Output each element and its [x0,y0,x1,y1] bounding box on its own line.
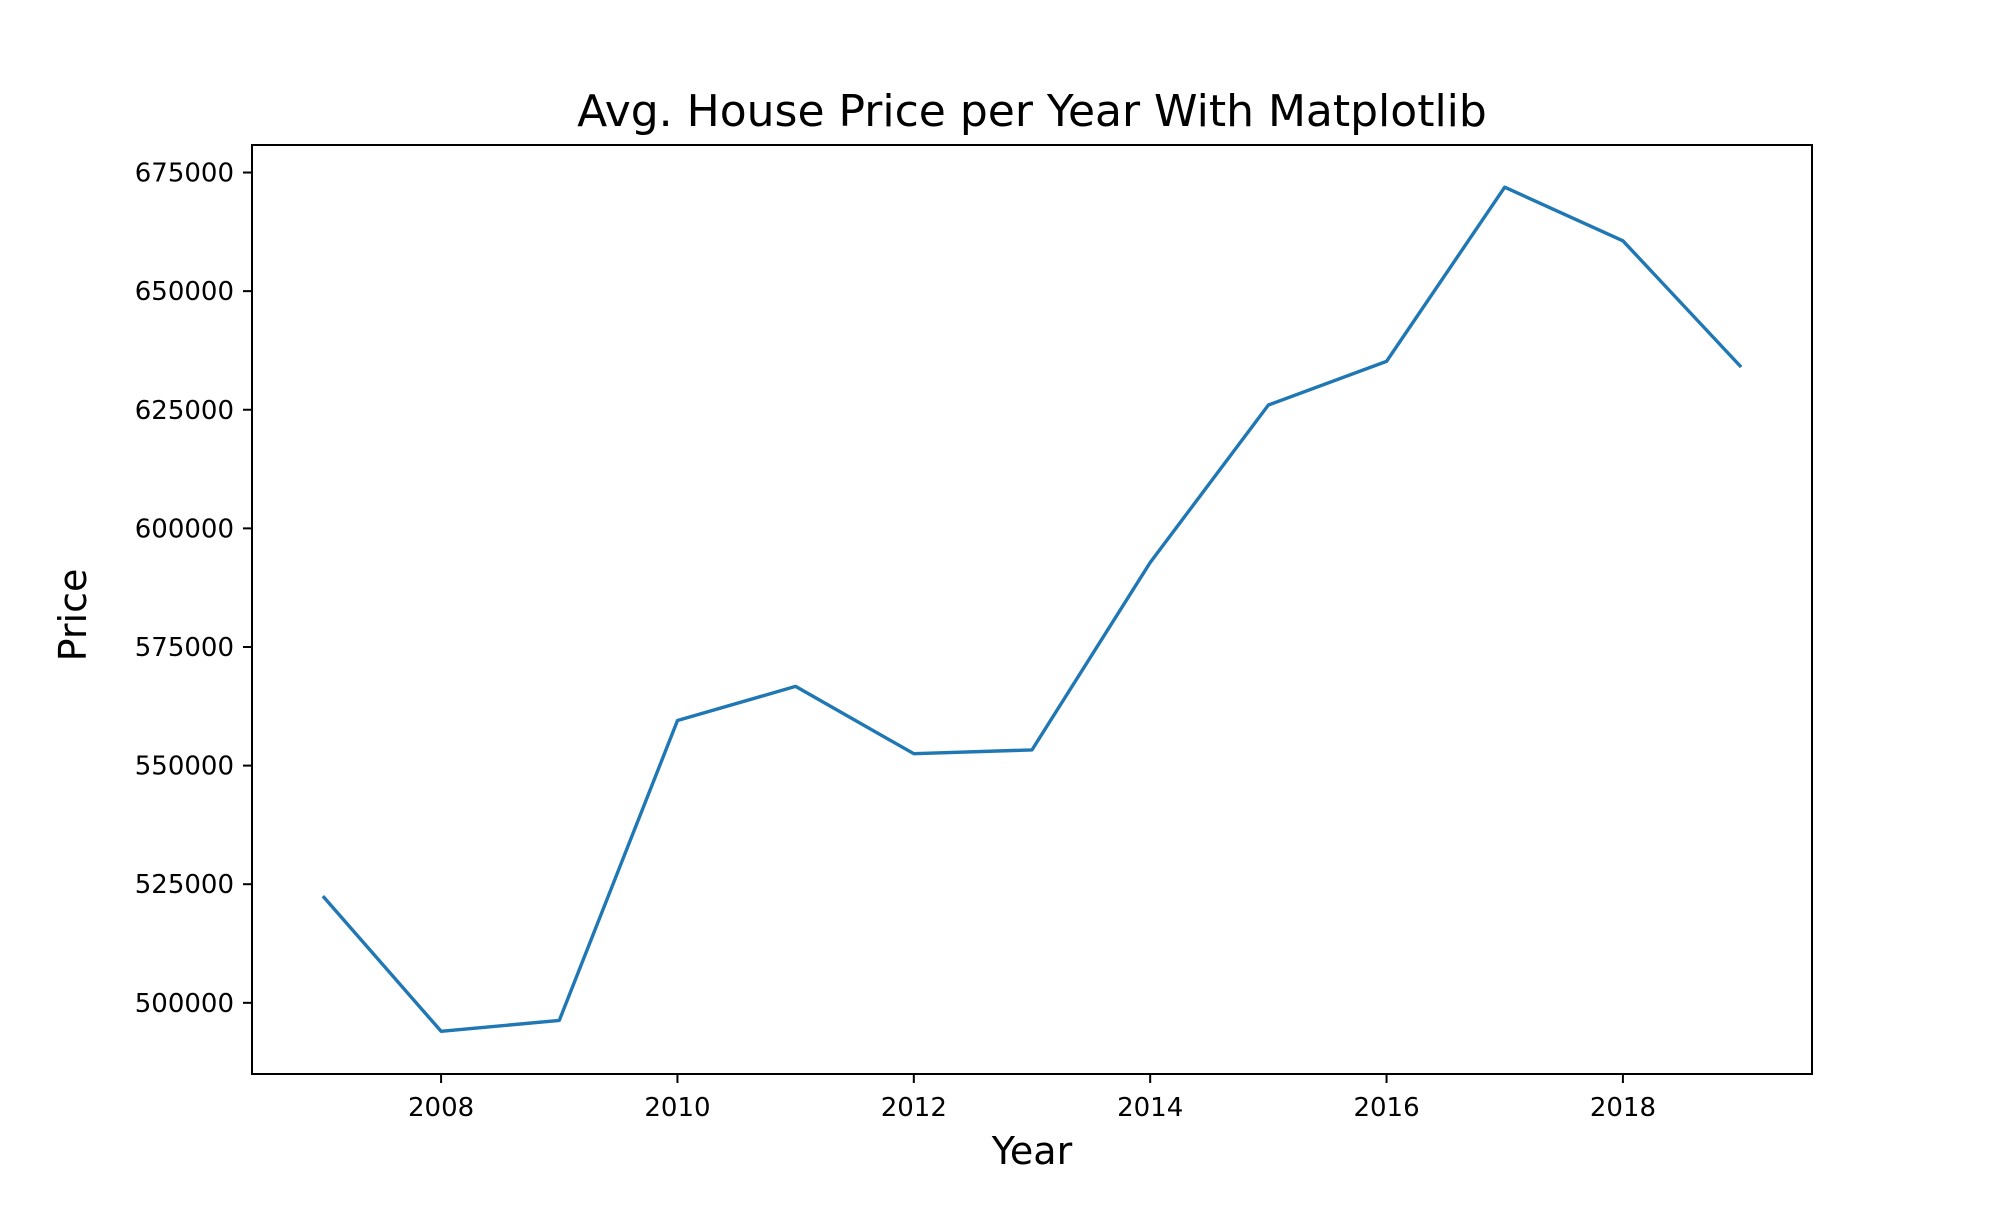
x-tick-label: 2008 [408,1093,474,1123]
y-tick-label: 600000 [135,514,234,544]
price-series-line [321,185,1743,1034]
y-axis-ticks: 500000 525000 550000 575000 600000 625000 6500… [135,159,252,1019]
x-axis-ticks: 2008 2010 2012 2014 2016 2018 [408,1074,1656,1123]
x-tick-label: 2012 [881,1093,947,1123]
chart-title: Avg. House Price per Year With Matplotli… [577,86,1487,137]
x-tick-label: 2010 [644,1093,710,1123]
plot-area-frame [251,144,1813,1075]
x-tick-label: 2014 [1117,1093,1183,1123]
series-layer [321,185,1743,1034]
x-tick-label: 2016 [1353,1093,1419,1123]
y-tick-label: 550000 [135,752,234,782]
y-tick-label: 500000 [135,989,234,1019]
y-tick-label: 625000 [135,396,234,426]
x-tick-label: 2018 [1590,1093,1656,1123]
y-tick-label: 675000 [135,159,234,189]
y-tick-label: 525000 [135,870,234,900]
x-axis-title: Year [991,1129,1073,1173]
y-axis-title: Price [51,569,95,662]
y-tick-label: 575000 [135,633,234,663]
y-tick-label: 650000 [135,277,234,307]
